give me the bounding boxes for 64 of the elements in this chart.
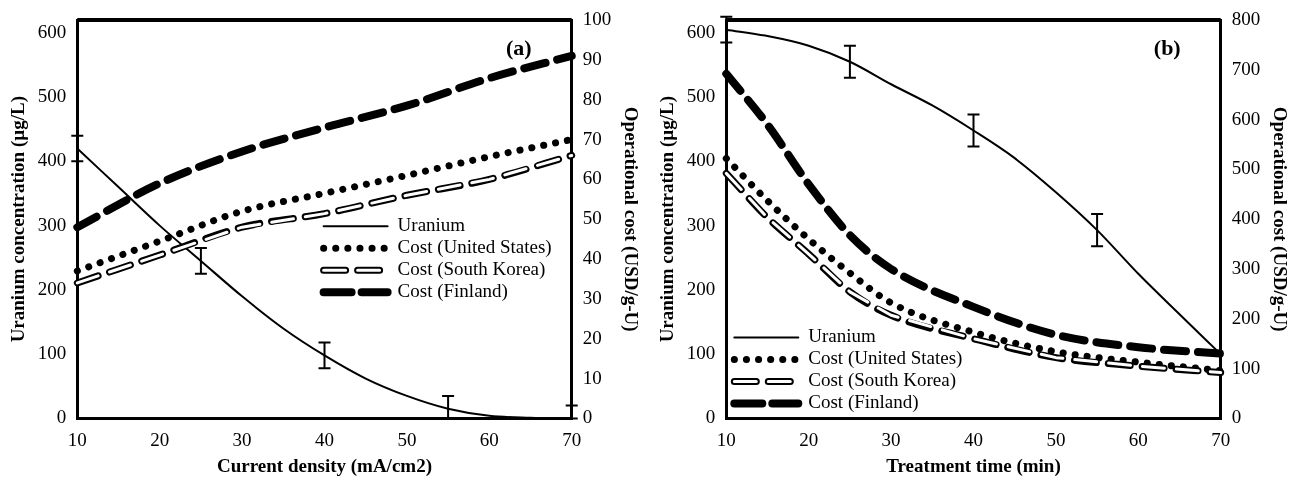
legend-label: Cost (United States) [808,347,963,370]
y2-tick-label: 80 [582,87,602,109]
y2-tick-label: 90 [582,47,602,69]
x-tick-label: 20 [150,428,170,450]
y2-tick-label: 100 [1231,356,1261,378]
x-axis-title: Treatment time (min) [886,454,1061,477]
legend-label: Cost (Finland) [808,391,919,414]
y-tick-label: 600 [686,20,716,42]
x-tick-label: 60 [479,428,499,450]
y2-tick-label: 600 [1231,107,1261,129]
y-tick-label: 300 [686,213,716,235]
y-tick-label: 0 [56,406,67,428]
y-tick-label: 600 [37,20,67,42]
y2-axis-title: Operational cost (USD/g-U) [619,106,642,332]
x-tick-label: 50 [397,428,417,450]
x-axis-title: Current density (mA/cm2) [217,454,432,477]
x-tick-label: 30 [881,428,901,450]
y2-tick-label: 30 [582,286,602,308]
y2-tick-label: 400 [1231,207,1261,229]
y-tick-label: 100 [37,342,67,364]
y2-tick-label: 70 [582,127,602,149]
y2-tick-label: 20 [582,326,602,348]
x-tick-label: 10 [716,428,736,450]
y-axis-title: Uranium concentration (µg/L) [7,96,30,343]
y2-tick-label: 10 [582,366,602,388]
y-tick-label: 200 [37,277,67,299]
y-tick-label: 500 [37,85,67,107]
legend-label: Cost (South Korea) [397,258,546,281]
y2-tick-label: 0 [582,406,593,428]
y2-tick-label: 200 [1231,306,1261,328]
y2-axis-title: Operational cost (USD/g-U) [1268,106,1291,332]
y2-tick-label: 300 [1231,256,1261,278]
y2-tick-label: 100 [582,7,612,29]
legend-label: Cost (South Korea) [808,369,957,392]
y-tick-label: 0 [705,406,716,428]
x-tick-label: 40 [315,428,334,450]
legend-label: Uranium [808,325,877,347]
x-tick-label: 60 [1128,428,1148,450]
x-tick-label: 50 [1046,428,1066,450]
y-tick-label: 500 [686,85,716,107]
x-tick-label: 40 [964,428,983,450]
y2-tick-label: 60 [582,167,602,189]
x-tick-label: 70 [1211,428,1231,450]
x-tick-label: 20 [799,428,819,450]
y-tick-label: 200 [686,277,716,299]
x-tick-label: 30 [232,428,252,450]
y2-tick-label: 700 [1231,57,1261,79]
x-tick-label: 70 [562,428,582,450]
y2-tick-label: 0 [1231,406,1242,428]
y-tick-label: 300 [37,213,67,235]
y2-tick-label: 800 [1231,7,1261,29]
legend-label: Uranium [397,214,466,236]
x-tick-label: 10 [67,428,87,450]
y-tick-label: 400 [37,149,67,171]
y2-tick-label: 50 [582,207,602,229]
y-tick-label: 100 [686,342,716,364]
y2-tick-label: 500 [1231,157,1261,179]
legend-label: Cost (Finland) [397,280,508,303]
legend-label: Cost (United States) [397,236,552,259]
y-tick-label: 400 [686,149,716,171]
y-axis-title: Uranium concentration (µg/L) [656,96,679,343]
y2-tick-label: 40 [582,247,602,269]
annotation: (a) [506,34,532,60]
annotation: (b) [1153,34,1181,60]
